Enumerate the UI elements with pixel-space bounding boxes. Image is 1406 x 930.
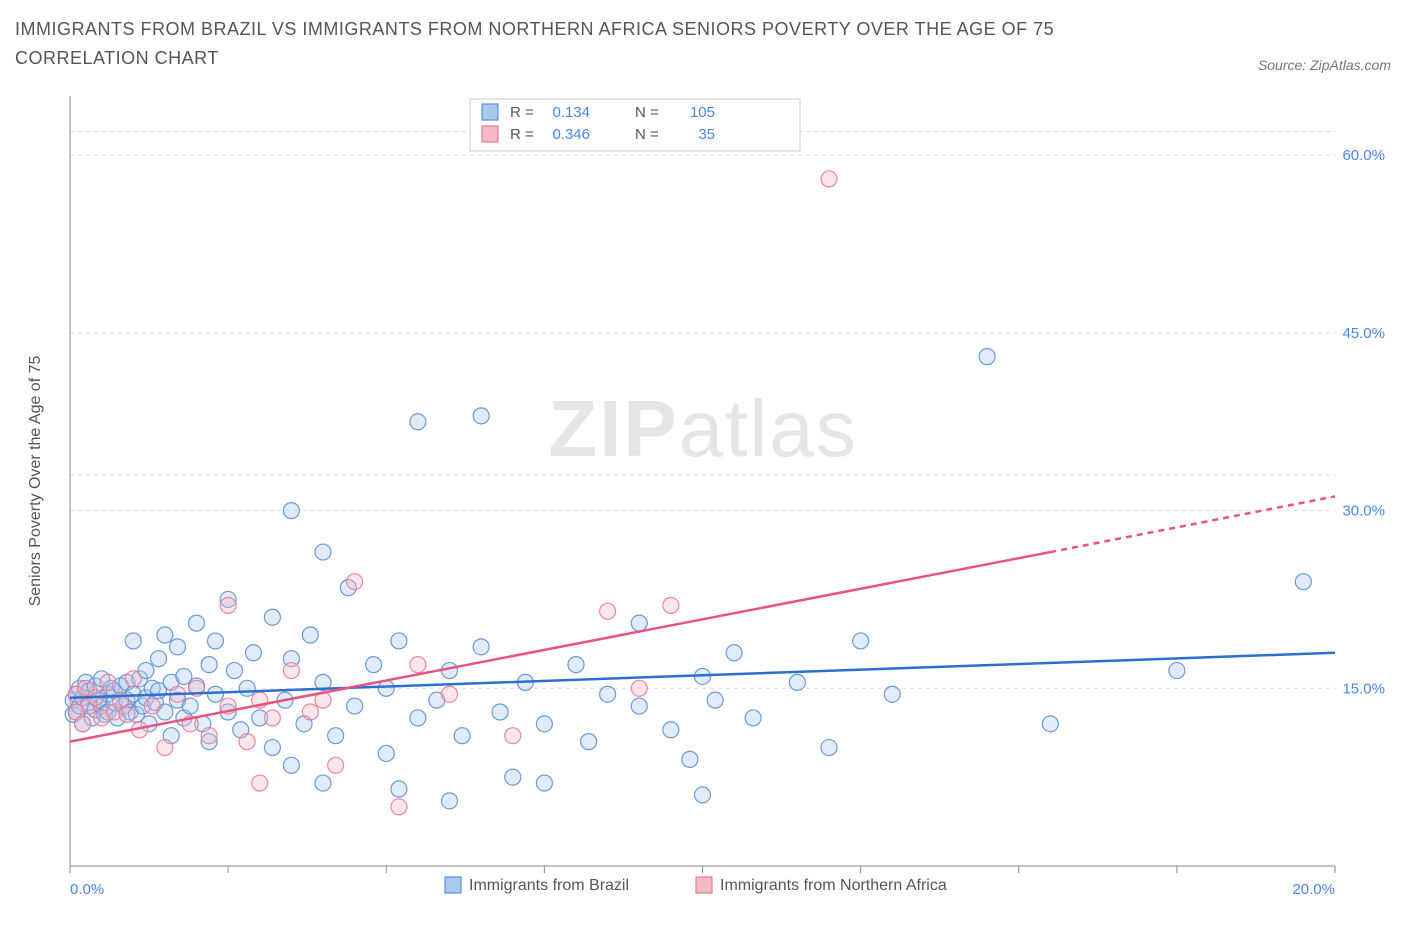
legend-label: Immigrants from Northern Africa <box>720 877 947 894</box>
chart-title: IMMIGRANTS FROM BRAZIL VS IMMIGRANTS FRO… <box>15 15 1135 73</box>
legend-swatch <box>445 877 461 893</box>
x-tick-label: 20.0% <box>1292 881 1335 898</box>
y-tick-label: 15.0% <box>1342 680 1385 697</box>
legend-stat: 105 <box>690 104 715 121</box>
y-tick-label: 60.0% <box>1342 147 1385 164</box>
legend-stat: R = <box>510 126 534 143</box>
legend-stat: N = <box>635 126 659 143</box>
legend-stat: 0.346 <box>552 126 590 143</box>
legend-stat: 0.134 <box>552 104 590 121</box>
trend-line <box>70 652 1335 697</box>
y-axis-label: Seniors Poverty Over the Age of 75 <box>27 355 44 606</box>
chart-container: 0.0% 20.0% 15.0% 30.0% 45.0% 60.0% Seniors Pov… <box>15 81 1391 911</box>
legend-stat: N = <box>635 104 659 121</box>
scatter-chart: 0.0% 20.0% 15.0% 30.0% 45.0% 60.0% Seniors Pov… <box>15 81 1391 911</box>
legend-label: Immigrants from Brazil <box>469 877 629 894</box>
x-tick-label: 0.0% <box>70 881 104 898</box>
legend-swatch <box>696 877 712 893</box>
source-label: Source: ZipAtlas.com <box>1258 57 1391 73</box>
trend-line-dashed <box>1050 496 1335 552</box>
y-tick-label: 45.0% <box>1342 325 1385 342</box>
legend-stat: R = <box>510 104 534 121</box>
legend-stat: 35 <box>698 126 715 143</box>
y-tick-label: 30.0% <box>1342 502 1385 519</box>
